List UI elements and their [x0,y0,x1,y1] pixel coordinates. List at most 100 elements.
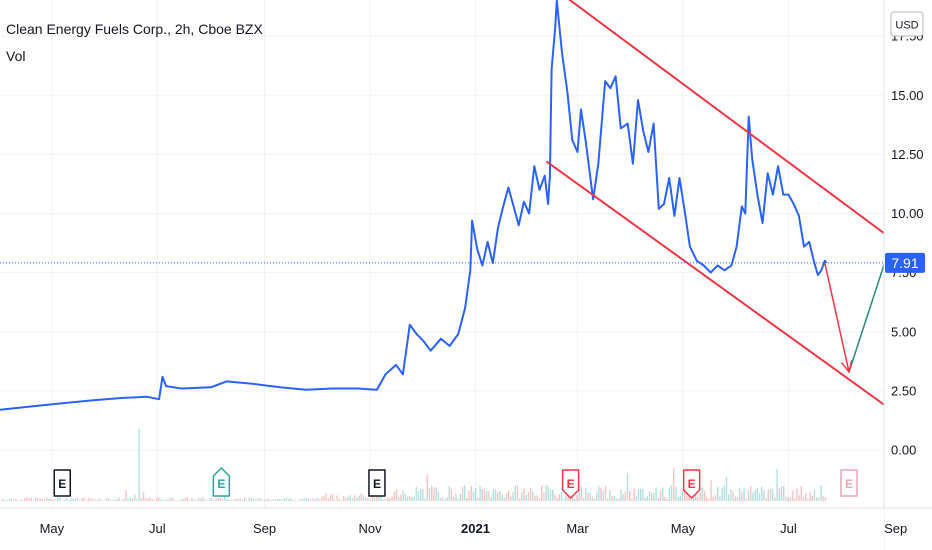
volume-bar [57,497,59,501]
volume-bar [301,498,303,501]
volume-bar [600,487,602,501]
volume-bar [400,494,402,501]
volume-bar [52,499,54,501]
volume-bar [411,497,413,501]
price-line[interactable] [0,0,828,411]
volume-bar [708,498,710,501]
earnings-marker[interactable]: E [368,469,386,497]
volume-bar [120,500,123,501]
volume-bar [358,495,360,501]
volume-bar [530,488,532,501]
earnings-marker[interactable]: E [212,467,231,497]
volume-bar [4,499,6,501]
volume-bar [543,492,545,501]
volume-bar [349,495,351,501]
volume-bar [549,489,552,501]
projection-down-line[interactable] [824,262,850,373]
volume-bar [222,499,224,501]
volume-bar [609,490,611,501]
volume-bar [191,497,193,501]
volume-bar [684,489,686,501]
earnings-marker-shape [561,469,580,499]
volume-bar [677,496,679,501]
volume-bar [686,488,688,501]
volume-bar [116,498,118,501]
volume-bar [114,499,116,501]
earnings-marker-shape [840,469,858,497]
volume-bar [464,485,466,501]
volume-bar [816,497,818,501]
x-tick-label: Sep [253,521,276,536]
volume-bar [173,499,175,501]
x-tick-label: Mar [566,521,589,536]
volume-bar [54,499,57,501]
volume-bar [422,488,424,501]
volume-bar [681,490,684,501]
volume-bar [336,495,338,501]
volume-bar [384,499,387,501]
volume-bar [424,498,426,501]
volume-bar [351,497,354,501]
last-price-badge [885,252,925,273]
channel-lower-line[interactable] [545,160,932,442]
volume-bar [585,487,587,501]
earnings-marker[interactable]: E [53,469,71,497]
volume-bar [94,499,96,501]
channel-upper-line[interactable] [552,0,932,273]
earnings-marker[interactable]: E [840,469,858,497]
volume-bar [563,498,565,501]
volume-bar [171,497,173,501]
volume-bar [668,487,670,501]
volume-bar [752,492,754,501]
volume-bar [369,499,371,501]
volume-bar [19,500,21,501]
volume-bar [417,490,420,501]
volume-bar [725,477,728,501]
volume-bar [802,496,805,501]
volume-bar [598,485,600,501]
volume-bar [156,497,158,501]
earnings-marker[interactable]: E [682,469,701,499]
volume-bar [618,498,620,501]
volume-bar [329,494,332,501]
volume-bar [717,487,719,501]
volume-bar [50,498,52,501]
volume-bar [769,488,772,501]
volume-bar [59,497,61,501]
volume-bar [162,500,164,501]
volume-bar [103,500,105,501]
volume-bar [527,492,530,501]
volume-bar [140,497,142,501]
volume-bar [354,495,356,501]
volume-bar [107,497,109,501]
volume-bar [398,496,400,501]
earnings-marker[interactable]: E [561,469,580,499]
volume-bar [147,498,149,501]
price-axis[interactable]: 0.002.505.007.5010.0012.5015.0017.50USD7… [883,0,932,550]
volume-bar [373,497,376,501]
volume-bar [395,489,398,501]
x-tick-label: Jul [149,521,166,536]
volume-bar [701,487,703,501]
volume-bar [347,496,349,501]
volume-bar [109,499,112,501]
currency-badge[interactable] [890,11,924,37]
volume-bar [65,497,68,501]
volume-bar [785,496,787,501]
volume-bar [697,497,699,501]
earnings-marker-shape [368,469,386,497]
x-tick-label: Nov [358,521,382,536]
volume-bar [492,489,494,501]
volume-bar [2,498,4,501]
volume-bar [186,497,189,501]
earnings-marker-shape [53,469,71,497]
volume-bar [312,498,314,501]
time-axis[interactable]: May Jul Sep Nov 2021 Mar May Jul Sep [0,507,932,550]
volume-bar [602,491,604,501]
volume-bar [470,486,472,501]
volume-bar [706,496,708,501]
volume-bar [501,494,503,501]
volume-bar [28,498,30,501]
volume-indicator-label[interactable]: Vol [6,48,26,64]
